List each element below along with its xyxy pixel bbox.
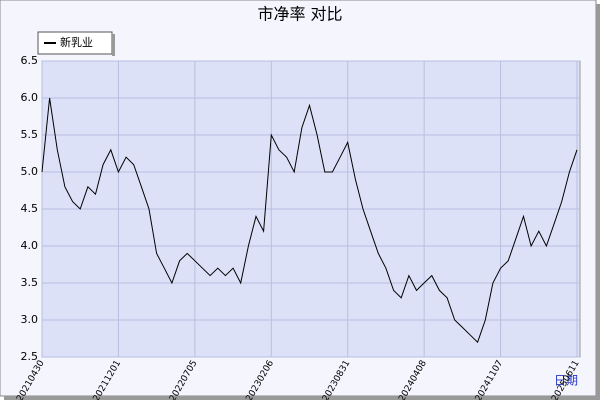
legend-shadow: [112, 34, 115, 56]
y-tick-label: 3.5: [21, 276, 39, 289]
x-axis-label: 日期: [554, 374, 578, 388]
y-tick-label: 6.5: [21, 54, 39, 67]
shadow: [4, 396, 600, 400]
legend: [37, 31, 115, 56]
shadow: [596, 4, 600, 400]
y-tick-label: 5.5: [21, 128, 39, 141]
y-tick-label: 5.0: [21, 165, 39, 178]
line-series: [41, 97, 578, 344]
y-tick-label: 3.0: [21, 313, 39, 326]
y-tick-label: 4.5: [21, 202, 39, 215]
legend-label: 新乳业: [60, 35, 93, 49]
y-tick-label: 4.0: [21, 239, 39, 252]
y-tick-label: 6.0: [21, 91, 39, 104]
chart-title: 市净率 对比: [257, 5, 342, 24]
y-tick-label: 2.5: [21, 350, 39, 363]
